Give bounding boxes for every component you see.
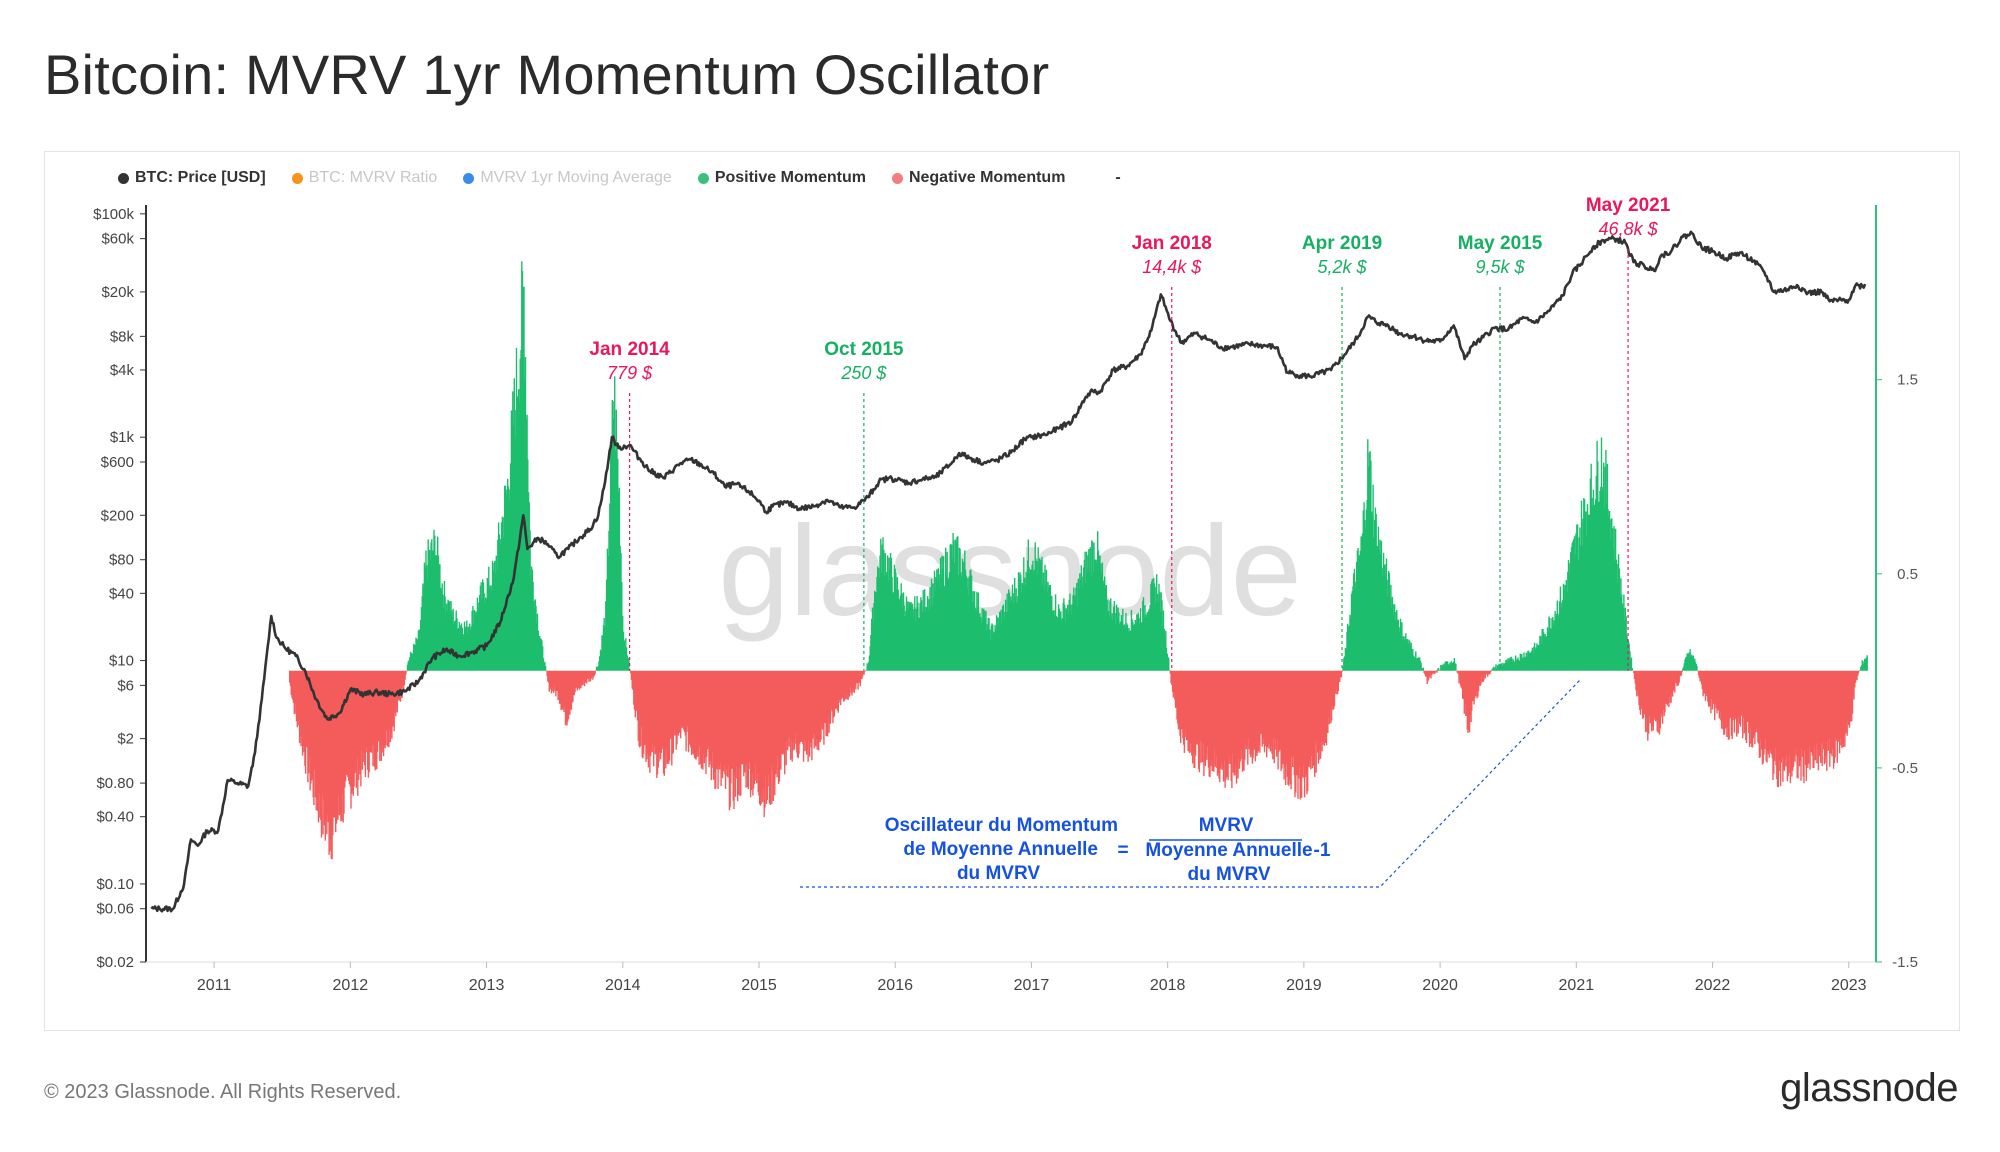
legend-label-negative-momentum: Negative Momentum	[908, 169, 1066, 186]
annotation-value: 14,4k $	[1142, 257, 1202, 277]
x-tick-label: 2015	[741, 977, 777, 994]
y-left-tick-label: $100k	[93, 206, 134, 223]
y-left-tick-label: $10	[109, 653, 134, 670]
legend-item-extra[interactable]: -	[1115, 169, 1120, 187]
formula-minus-one: -1	[1314, 840, 1331, 861]
legend-dot-price	[118, 172, 129, 184]
annotation-value: 5,2k $	[1317, 257, 1367, 277]
momentum-area-layer	[289, 261, 1868, 860]
annotation-value: 46,8k $	[1599, 219, 1659, 239]
chart-frame	[44, 151, 1960, 1031]
axis-layer: $100k $60k $20k $8k $4k $1k $600 $200 $80 $40 $10 $…	[93, 205, 1918, 994]
formula-connector-line	[800, 679, 1581, 888]
x-tick-label: 2018	[1150, 977, 1186, 994]
y-right-tick-label: -0.5	[1892, 760, 1918, 777]
annotation-title: May 2015	[1458, 233, 1543, 254]
legend-label-extra: -	[1115, 169, 1121, 186]
legend-item-mvrv-ratio[interactable]: BTC: MVRV Ratio	[291, 169, 438, 187]
glassnode-logo[interactable]: glassnode	[1780, 1066, 1958, 1110]
x-tick-label: 2014	[605, 977, 641, 994]
formula-lhs-line1: Oscillateur du Momentum	[885, 815, 1118, 836]
price-line-layer	[150, 230, 1867, 913]
x-tick-label: 2011	[197, 977, 232, 994]
annotation-layer: Jan 2014 779 $ Oct 2015 250 $ Jan 2018 14,4k …	[589, 195, 1671, 671]
formula-equals: =	[1117, 840, 1128, 861]
legend-dot-positive-momentum	[697, 172, 709, 184]
y-right-tick-label: -1.5	[1892, 954, 1918, 971]
formula-denominator: Moyenne Annuelle	[1145, 840, 1312, 861]
formula-denominator-line2: du MVRV	[1187, 864, 1270, 885]
x-tick-label: 2022	[1695, 977, 1731, 994]
legend-dot-negative-momentum	[891, 172, 903, 184]
x-tick-label: 2023	[1831, 977, 1867, 994]
y-right-tick-label: 0.5	[1897, 566, 1918, 583]
annotation-title: Apr 2019	[1302, 233, 1382, 254]
x-tick-label: 2020	[1422, 977, 1458, 994]
formula-lhs-line3: du MVRV	[957, 863, 1040, 884]
formula-layer: Oscillateur du Momentum de Moyenne Annuel…	[800, 679, 1581, 888]
formula-lhs-line2: de Moyenne Annuelle	[903, 839, 1098, 860]
annotation-value: 250 $	[840, 363, 887, 383]
y-left-tick-label: $8k	[110, 328, 135, 345]
y-left-tick-label: $60k	[101, 231, 134, 248]
x-tick-label: 2013	[469, 977, 505, 994]
x-tick-label: 2017	[1014, 977, 1050, 994]
y-left-tick-label: $0.02	[96, 954, 134, 971]
legend-label-price: BTC: Price [USD]	[135, 169, 266, 186]
y-left-tick-label: $2	[117, 731, 134, 748]
legend-item-positive-momentum[interactable]: Positive Momentum	[697, 169, 866, 187]
negative-momentum-area	[289, 670, 1860, 860]
y-left-tick-label: $0.40	[96, 809, 134, 826]
y-left-tick-label: $0.80	[96, 775, 134, 792]
annotation-title: Jan 2014	[589, 339, 670, 360]
y-left-tick-label: $0.10	[96, 876, 134, 893]
legend-label-moving-average: MVRV 1yr Moving Average	[480, 169, 672, 186]
legend-label-mvrv-ratio: BTC: MVRV Ratio	[308, 169, 438, 186]
y-right-tick-label: 1.5	[1897, 372, 1918, 389]
x-tick-label: 2021	[1559, 977, 1595, 994]
footer-copyright: © 2023 Glassnode. All Rights Reserved.	[44, 1081, 402, 1103]
x-tick-label: 2019	[1286, 977, 1322, 994]
y-left-tick-label: $200	[101, 507, 134, 524]
btc-price-line	[150, 230, 1867, 913]
annotation-title: May 2021	[1586, 195, 1671, 216]
legend-item-negative-momentum[interactable]: Negative Momentum	[891, 169, 1066, 187]
legend-dot-mvrv-ratio	[291, 172, 303, 184]
y-left-tick-label: $0.06	[96, 901, 134, 918]
y-left-tick-label: $1k	[110, 429, 135, 446]
y-left-tick-label: $600	[101, 454, 134, 471]
x-tick-label: 2016	[877, 977, 913, 994]
y-left-tick-label: $20k	[101, 284, 134, 301]
formula-numerator: MVRV	[1199, 815, 1254, 836]
legend-item-price[interactable]: BTC: Price [USD]	[118, 169, 266, 187]
annotation-value: 779 $	[607, 363, 653, 383]
y-left-tick-label: $4k	[110, 362, 135, 379]
y-left-tick-label: $40	[109, 585, 134, 602]
x-tick-label: 2012	[333, 977, 369, 994]
annotation-value: 9,5k $	[1476, 257, 1526, 277]
legend-label-positive-momentum: Positive Momentum	[714, 169, 866, 186]
legend-dot-moving-average	[463, 172, 475, 184]
legend-item-moving-average[interactable]: MVRV 1yr Moving Average	[463, 169, 672, 187]
y-left-tick-label: $80	[109, 552, 134, 569]
y-left-tick-label: $6	[117, 677, 134, 694]
annotation-title: Jan 2018	[1132, 233, 1212, 254]
annotation-title: Oct 2015	[824, 339, 904, 360]
legend: BTC: Price [USD] BTC: MVRV Ratio MVRV 1y…	[118, 168, 1147, 188]
page-title: Bitcoin: MVRV 1yr Momentum Oscillator	[44, 43, 1050, 106]
